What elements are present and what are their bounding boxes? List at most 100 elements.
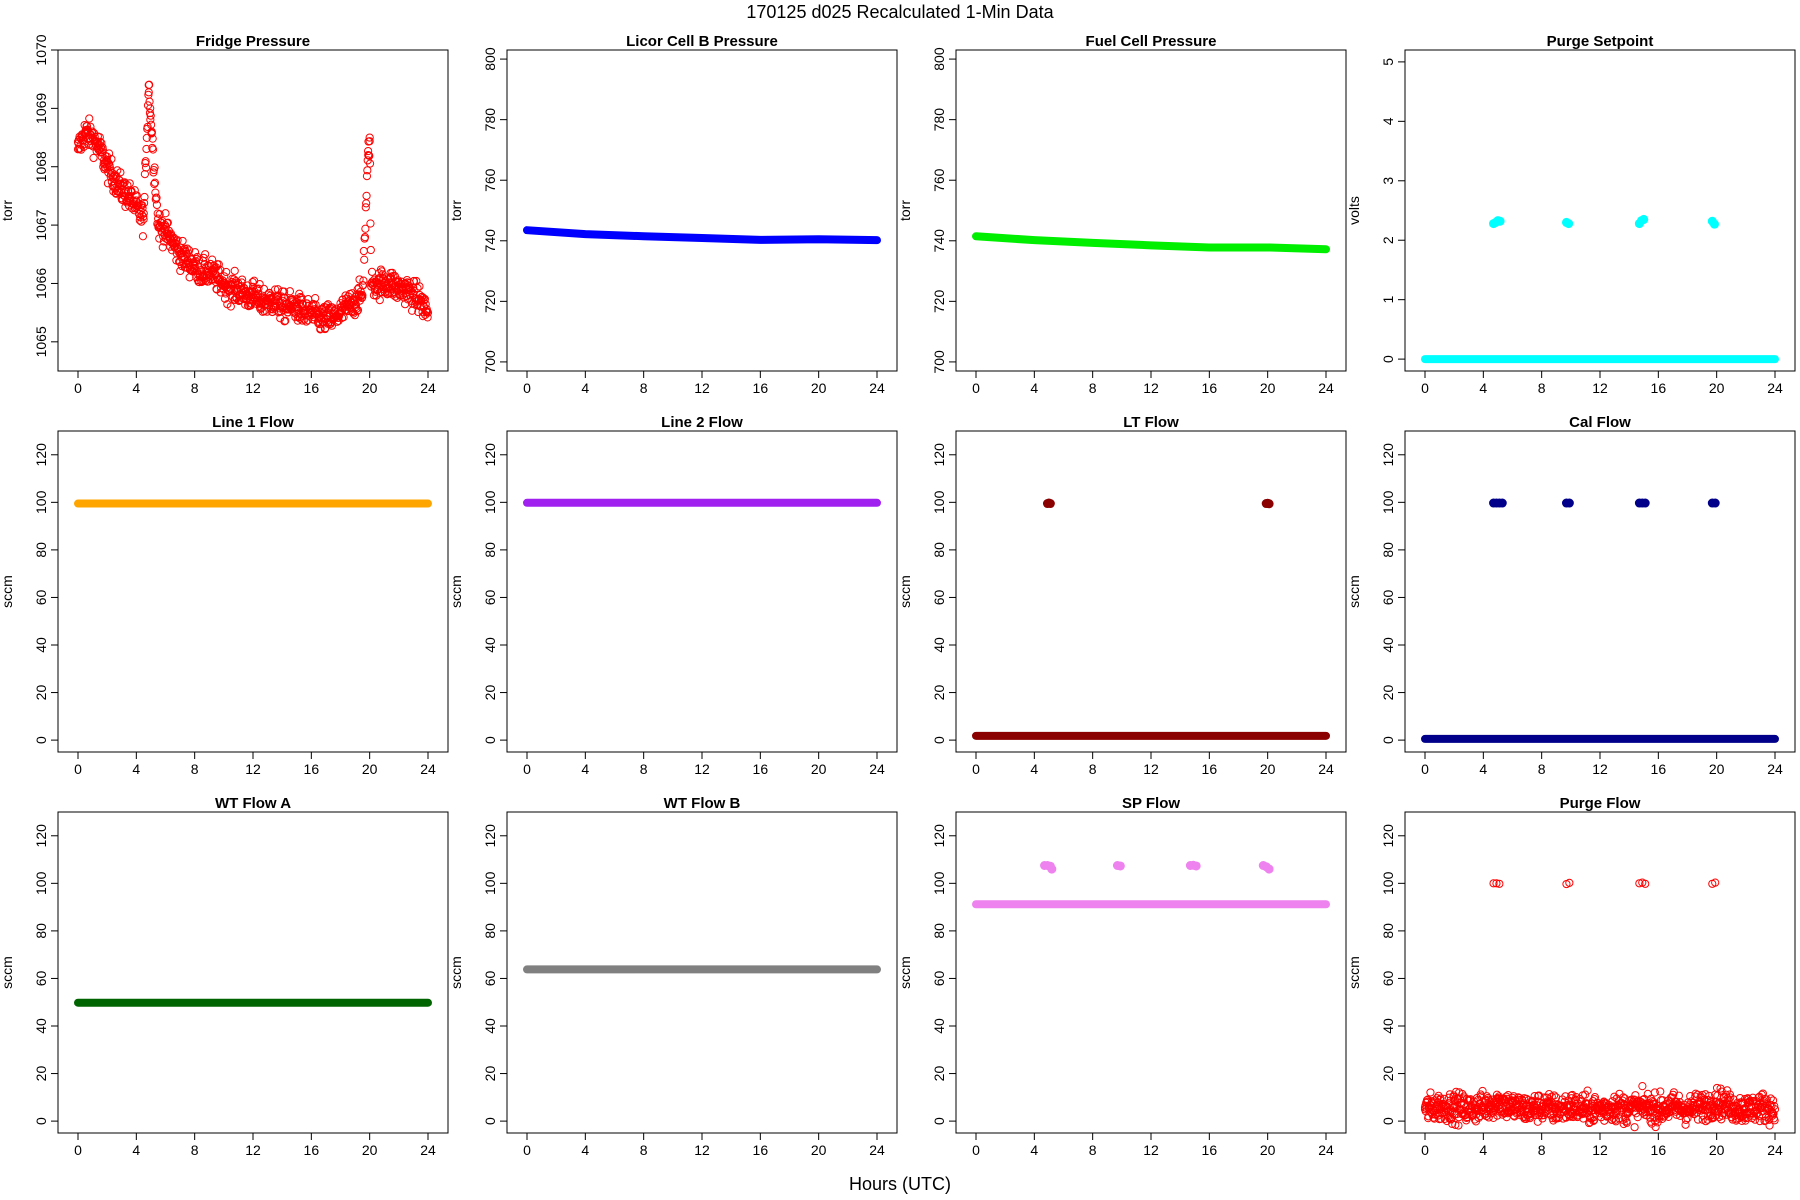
x-tick-label: 8 <box>1538 1142 1546 1158</box>
y-tick-label: 80 <box>33 923 49 939</box>
x-tick-label: 0 <box>972 380 980 396</box>
y-tick-label: 100 <box>931 871 947 895</box>
data-point <box>199 253 208 262</box>
y-tick-label: 80 <box>482 542 498 558</box>
data-point <box>155 210 164 219</box>
data-point <box>360 255 369 264</box>
data-point <box>216 265 225 275</box>
y-tick-label: 740 <box>931 229 947 253</box>
plot-frame <box>1404 811 1796 1134</box>
x-tick-label: 20 <box>1709 380 1725 396</box>
data-point <box>148 145 158 154</box>
data-point <box>1451 1120 1460 1129</box>
data-point <box>150 178 160 187</box>
y-tick-label: 0 <box>931 736 947 744</box>
y-tick-label: 100 <box>482 490 498 514</box>
data-point <box>365 133 374 142</box>
data-point <box>1426 1088 1435 1097</box>
data-point <box>1530 1091 1539 1101</box>
data-point <box>358 281 368 290</box>
data-point <box>152 200 162 210</box>
y-axis-label: torr <box>897 200 913 221</box>
x-tick-label: 24 <box>420 1142 436 1158</box>
data-point <box>1681 1115 1691 1124</box>
data-point <box>1728 1115 1737 1124</box>
data-point <box>1710 498 1720 508</box>
data-point <box>1651 1122 1660 1132</box>
data-point <box>409 283 418 292</box>
data-point <box>163 218 172 227</box>
data-point <box>1564 498 1574 508</box>
x-tick-label: 8 <box>191 761 199 777</box>
data-point <box>1466 1103 1475 1113</box>
data-point <box>423 313 432 322</box>
data-point <box>1458 1089 1467 1099</box>
data-point <box>1635 879 1644 888</box>
y-tick-label: 1 <box>1380 296 1396 304</box>
data-point <box>1768 1096 1778 1105</box>
chart-panel: Fuel Cell Pressure torr 0 4 8 12 16 20 24 700 720 7… <box>897 33 1347 396</box>
chart-panel: Fridge Pressure torr 0 4 8 12 16 20 24 1065 1066 10… <box>0 33 449 396</box>
chart-panel: Line 1 Flow sccm 0 4 8 12 16 20 24 0 20 40 60 80 100 12… <box>0 414 449 777</box>
data-point <box>231 276 240 286</box>
x-tick-label: 16 <box>304 380 320 396</box>
data-point <box>1590 1093 1600 1102</box>
data-point <box>183 244 192 253</box>
data-point <box>1622 1118 1631 1127</box>
y-tick-label: 20 <box>1380 685 1396 701</box>
x-tick-label: 20 <box>1260 380 1276 396</box>
y-tick-label: 2 <box>1380 236 1396 244</box>
y-tick-label: 0 <box>1380 355 1396 363</box>
data-point <box>1589 1116 1598 1126</box>
data-point <box>1486 1105 1495 1115</box>
data-point <box>1579 1114 1588 1123</box>
y-tick-label: 40 <box>931 1018 947 1034</box>
y-tick-label: 100 <box>482 871 498 895</box>
data-point <box>1770 1116 1779 1125</box>
data-point <box>361 224 370 233</box>
y-tick-label: 40 <box>33 1018 49 1034</box>
y-tick-label: 120 <box>482 824 498 848</box>
plot-frame <box>955 49 1347 372</box>
x-tick-label: 4 <box>581 1142 589 1158</box>
data-point <box>413 283 422 293</box>
x-tick-label: 12 <box>694 761 710 777</box>
data-point <box>1639 214 1649 224</box>
y-tick-label: 20 <box>482 1066 498 1082</box>
data-point <box>1497 498 1507 508</box>
data-point <box>147 120 156 129</box>
y-tick-label: 0 <box>1380 736 1396 744</box>
x-tick-label: 8 <box>1089 380 1097 396</box>
x-tick-label: 0 <box>1421 1142 1429 1158</box>
x-tick-label: 20 <box>1260 761 1276 777</box>
x-tick-label: 4 <box>581 380 589 396</box>
data-point <box>178 236 187 246</box>
chart-panel: WT Flow A sccm 0 4 8 12 16 20 24 0 20 40 60 80 100 120 <box>0 795 449 1158</box>
plot-frame <box>57 430 449 753</box>
y-tick-label: 120 <box>1380 443 1396 467</box>
data-point <box>281 316 290 325</box>
y-tick-label: 1070 <box>33 34 49 65</box>
data-point <box>1711 878 1720 887</box>
y-tick-label: 80 <box>482 923 498 939</box>
x-tick-label: 12 <box>1592 380 1608 396</box>
x-tick-label: 12 <box>245 380 261 396</box>
data-point <box>1115 861 1125 871</box>
data-point <box>105 149 114 158</box>
data-point <box>139 209 148 218</box>
y-tick-label: 20 <box>33 685 49 701</box>
data-point <box>1664 1112 1673 1121</box>
x-tick-label: 0 <box>74 380 82 396</box>
x-tick-label: 0 <box>523 1142 531 1158</box>
x-tick-label: 16 <box>753 380 769 396</box>
plot-frame <box>506 49 898 372</box>
data-point <box>1721 1090 1731 1099</box>
data-point <box>358 293 367 302</box>
data-point <box>353 306 363 315</box>
x-tick-label: 4 <box>132 380 140 396</box>
data-point <box>1565 878 1574 887</box>
y-tick-label: 60 <box>931 970 947 986</box>
y-tick-label: 120 <box>1380 824 1396 848</box>
y-tick-label: 20 <box>33 1066 49 1082</box>
